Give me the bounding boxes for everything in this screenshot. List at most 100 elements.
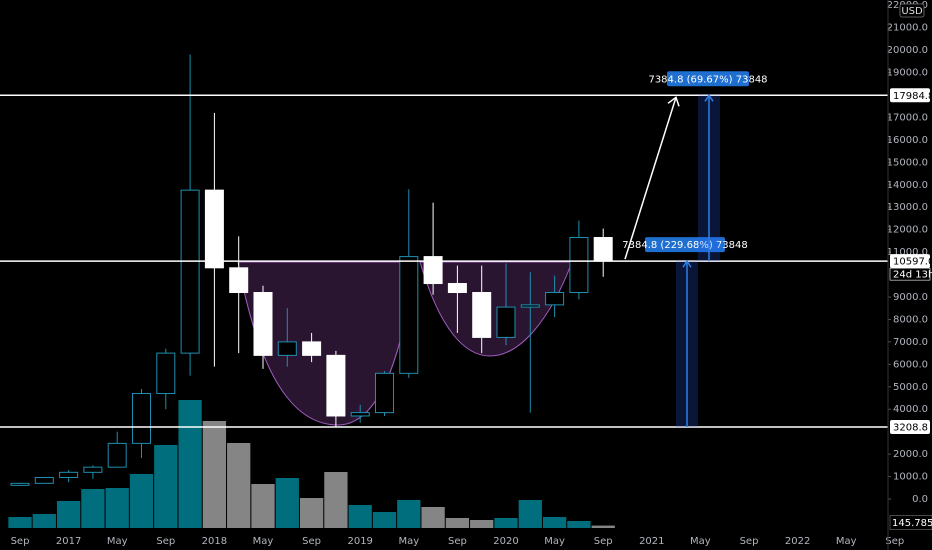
- candle-body: [375, 372, 394, 414]
- candle-body: [253, 292, 273, 356]
- volume-bar: [32, 514, 56, 528]
- volume-bar: [275, 478, 299, 528]
- x-tick-label: Sep: [594, 536, 613, 547]
- candle-body: [326, 354, 346, 417]
- level-badge: [890, 88, 930, 103]
- y-tick-label: 6000.0: [893, 359, 928, 370]
- y-tick-label: 7000.0: [893, 337, 928, 348]
- volume-bar: [129, 474, 154, 528]
- volume-bar: [372, 512, 397, 528]
- x-tick-label: 2019: [347, 536, 372, 547]
- y-tick-label: 19000.0: [887, 68, 928, 79]
- volume-bar: [227, 443, 251, 528]
- x-tick-label: May: [690, 536, 711, 547]
- volume-bar: [567, 521, 591, 528]
- candle-body: [447, 283, 467, 294]
- x-tick-label: Sep: [302, 536, 321, 547]
- price-pane: [10, 54, 613, 486]
- x-tick-label: Sep: [885, 536, 904, 547]
- currency-label[interactable]: USD: [901, 6, 923, 17]
- x-tick-label: May: [544, 536, 565, 547]
- y-tick-label: 16000.0: [887, 135, 928, 146]
- volume-bar: [154, 445, 178, 528]
- candle-body: [204, 189, 224, 269]
- y-tick-label: 11000.0: [887, 247, 928, 258]
- volume-bar: [324, 472, 348, 528]
- candle-body: [83, 466, 103, 473]
- level-badge: [890, 420, 930, 435]
- volume-bar: [470, 520, 494, 528]
- projection-arrowhead: [667, 96, 680, 107]
- y-tick-label: 4000.0: [893, 404, 928, 415]
- currency-badge: [899, 3, 925, 18]
- x-tick-label: May: [836, 536, 857, 547]
- volume-bar: [81, 489, 105, 528]
- volume-bar: [178, 400, 202, 528]
- candle-body: [34, 476, 54, 484]
- candle-body: [229, 267, 249, 294]
- volume-bar: [494, 518, 518, 528]
- candle-body: [107, 442, 127, 468]
- y-tick-label: 5000.0: [893, 382, 928, 393]
- overlays: 7384.8 (229.68%) 73848 7384.8 (69.67%) 73…: [0, 71, 888, 428]
- x-tick-label: May: [253, 536, 274, 547]
- x-tick-label: 2018: [202, 536, 227, 547]
- measure-label-bg: [667, 71, 749, 87]
- volume-bar: [542, 517, 567, 528]
- candle-body: [399, 256, 419, 374]
- x-tick-label: Sep: [448, 536, 467, 547]
- y-tick-label: 14000.0: [887, 180, 928, 191]
- measure-label-bg: [645, 237, 725, 253]
- measure-label: 7384.8 (69.67%) 73848: [648, 74, 767, 85]
- candle-body: [593, 237, 613, 262]
- x-tick-label: Sep: [156, 536, 175, 547]
- volume-pane: [8, 400, 615, 528]
- volume-bar: [299, 498, 324, 528]
- candle-body: [520, 304, 540, 308]
- countdown-label: 24d 13h: [893, 270, 932, 281]
- candle-body: [59, 471, 79, 478]
- candle-body: [350, 412, 370, 417]
- level-badge: [890, 254, 930, 269]
- x-tick-label: 2022: [785, 536, 810, 547]
- level-badge-label: 17984.8: [893, 91, 932, 102]
- volume-badge: [889, 515, 932, 530]
- candle-body: [132, 393, 151, 444]
- candle-body: [569, 237, 589, 294]
- y-tick-label: 8000.0: [893, 314, 928, 325]
- x-tick-label: Sep: [11, 536, 30, 547]
- measure-arrowhead: [704, 93, 714, 102]
- y-tick-label: 15000.0: [887, 157, 928, 168]
- measure-arrowhead: [682, 259, 692, 268]
- y-tick-label: 2000.0: [893, 449, 928, 460]
- candle-body: [423, 256, 443, 285]
- x-tick-label: May: [107, 536, 128, 547]
- projection-arrow: [624, 97, 677, 260]
- volume-bar: [421, 507, 445, 528]
- x-tick-label: 2017: [56, 536, 81, 547]
- candle-body: [545, 292, 565, 306]
- y-tick-label: 20000.0: [887, 45, 928, 56]
- candle-body: [277, 341, 297, 356]
- x-tick-label: 2020: [493, 536, 518, 547]
- candle-body: [180, 189, 200, 354]
- x-tick-label: Sep: [740, 536, 759, 547]
- volume-bar: [105, 488, 129, 528]
- countdown-badge: [889, 267, 931, 281]
- candle-body: [10, 482, 30, 486]
- volume-bar: [445, 518, 470, 528]
- candle-body: [496, 306, 516, 338]
- level-badge-label: 3208.8: [893, 423, 928, 434]
- candle-body: [302, 341, 322, 356]
- y-tick-label: 0.0: [912, 494, 928, 505]
- measure-label: 7384.8 (229.68%) 73848: [622, 240, 747, 251]
- x-tick-label: May: [398, 536, 419, 547]
- volume-bar: [591, 525, 615, 528]
- volume-bar: [202, 421, 227, 528]
- price-axis: Sep 2017 May Sep 2018 May Sep 2019 May Sep 2020 May…: [11, 0, 932, 550]
- volume-bar: [251, 484, 275, 528]
- candle-body: [472, 292, 492, 338]
- volume-bar: [8, 517, 32, 528]
